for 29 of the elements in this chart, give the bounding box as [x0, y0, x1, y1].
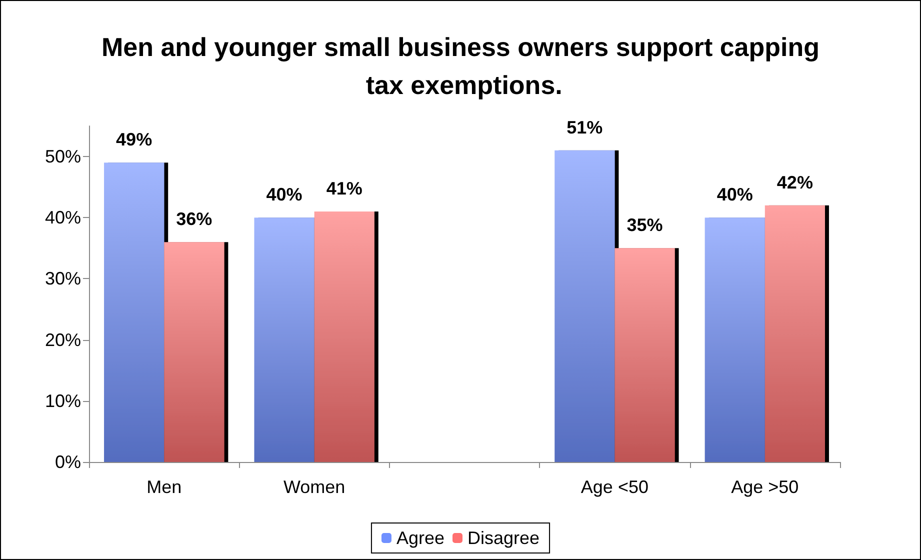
data-label: 42%: [776, 172, 813, 192]
y-tick-label: 30%: [44, 268, 81, 289]
bar: [104, 162, 164, 462]
bar: [164, 242, 224, 462]
data-label: 40%: [266, 184, 302, 205]
y-tick-label: 20%: [44, 330, 81, 350]
bar: [614, 248, 675, 462]
y-tick-label: 10%: [44, 390, 81, 411]
data-label: 49%: [116, 130, 152, 150]
x-tick-label: Women: [283, 477, 346, 497]
y-tick-label: 0%: [54, 452, 81, 472]
chart-title: Men and younger small business owners support capping tax exemptions.: [101, 32, 820, 100]
x-tick-label: Men: [146, 477, 182, 497]
data-label: 41%: [326, 178, 362, 199]
bar: [764, 205, 825, 462]
x-tick-label: Age >50: [731, 477, 799, 497]
y-tick-label: 50%: [44, 146, 81, 167]
data-label: 51%: [566, 117, 603, 138]
data-label: 35%: [626, 215, 663, 236]
bar: [554, 150, 615, 462]
bar: [314, 212, 374, 462]
x-tick-label: Age <50: [580, 477, 648, 497]
bar: [254, 218, 314, 462]
data-label: 40%: [716, 184, 753, 205]
legend-label: Disagree: [468, 528, 540, 548]
y-tick-label: 40%: [44, 208, 81, 228]
data-label: 36%: [176, 209, 212, 230]
legend-label: Agree: [396, 528, 445, 548]
bar: [704, 218, 765, 462]
